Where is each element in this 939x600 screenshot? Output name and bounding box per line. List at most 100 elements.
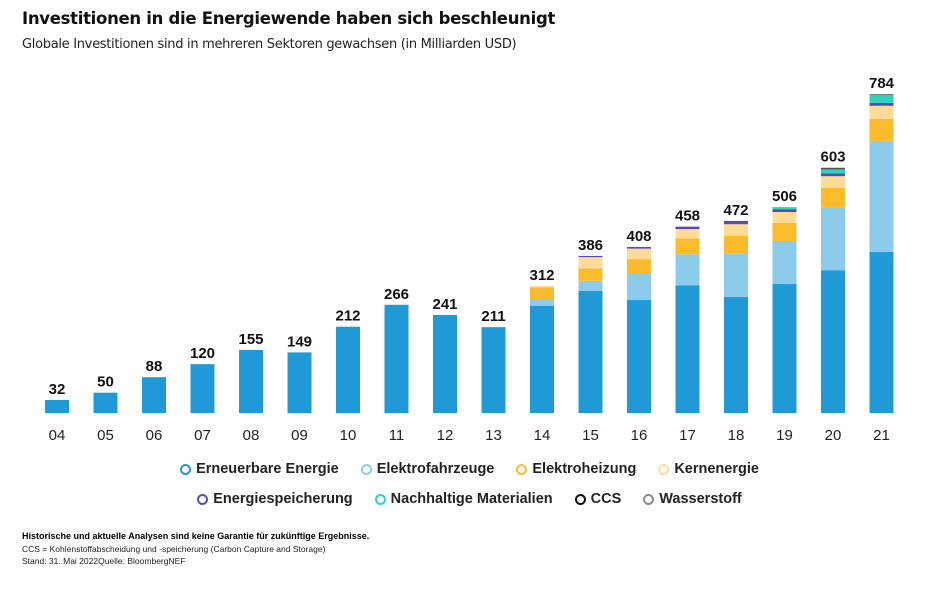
total-label-09: 149 <box>287 333 312 350</box>
bar-segment-19-elektrofahrzeuge <box>772 240 797 285</box>
bar-segment-17-kernenergie <box>675 229 700 239</box>
bar-segment-13-erneuerbare-energie <box>481 327 506 413</box>
bar-segment-15-erneuerbare-energie <box>578 290 603 413</box>
bar-segment-20-energiespeicherung <box>821 173 845 177</box>
legend-item-ccs[interactable]: CCS <box>574 491 621 507</box>
legend-dot-icon <box>574 493 586 505</box>
bar-segment-12-erneuerbare-energie <box>433 314 457 413</box>
source-note: Stand: 31. Mai 2022Quelle: BloombergNEF <box>22 556 186 566</box>
bar-segment-19-nachhaltige-materialien <box>772 207 797 210</box>
bar-segment-16-elektroheizung <box>627 259 651 274</box>
legend-label: Elektrofahrzeuge <box>376 461 495 477</box>
legend-label: Nachhaltige Materialien <box>390 491 553 507</box>
bar-segment-15-energiespeicherung <box>578 255 603 258</box>
legend-dot-icon <box>360 463 372 475</box>
bar-segment-21-erneuerbare-energie <box>869 251 894 413</box>
total-label-14: 312 <box>529 267 554 284</box>
bar-segment-20-elektroheizung <box>821 187 845 208</box>
bar-segment-17-energiespeicherung <box>675 226 700 230</box>
total-label-13: 211 <box>481 308 505 325</box>
total-label-06: 88 <box>146 358 163 375</box>
bar-segment-19-elektroheizung <box>772 222 797 241</box>
legend-item-elektroheizung[interactable]: Elektroheizung <box>516 461 636 477</box>
bar-segment-05-erneuerbare-energie <box>93 392 118 413</box>
bar-segment-15-elektroheizung <box>578 268 603 281</box>
x-tick-label-06: 06 <box>146 427 163 444</box>
total-label-05: 50 <box>97 374 114 391</box>
legend-dot-icon <box>643 493 655 505</box>
bar-segment-20-ccs <box>821 168 845 170</box>
legend-row-2: Energiespeicherung Nachhaltige Materiali… <box>0 491 939 507</box>
x-tick-label-15: 15 <box>582 427 599 444</box>
ccs-definition-note: CCS = Kohlenstoffabscheidung und -speich… <box>22 543 326 554</box>
footnotes: Historische und aktuelle Analysen sind k… <box>22 530 369 568</box>
bar-segment-11-erneuerbare-energie <box>384 304 409 413</box>
bar-segment-18-energiespeicherung <box>724 220 748 225</box>
x-tick-label-18: 18 <box>728 427 745 444</box>
bar-segment-21-kernenergie <box>869 105 894 119</box>
x-tick-label-05: 05 <box>97 427 114 444</box>
legend-label: Erneuerbare Energie <box>196 461 339 477</box>
legend-label: Energiespeicherung <box>213 491 353 507</box>
bar-segment-20-elektrofahrzeuge <box>821 207 845 271</box>
disclaimer-note: Historische und aktuelle Analysen sind k… <box>22 531 370 541</box>
legend-dot-icon <box>516 463 528 475</box>
total-label-15: 386 <box>578 237 603 254</box>
bar-segment-08-erneuerbare-energie <box>239 349 263 413</box>
total-label-07: 120 <box>190 345 215 362</box>
bar-segment-14-kernenergie <box>530 286 554 288</box>
bar-segment-18-erneuerbare-energie <box>724 297 748 413</box>
bars-group <box>45 94 894 413</box>
total-label-19: 506 <box>772 188 797 205</box>
bar-segment-21-elektroheizung <box>869 118 894 141</box>
total-label-12: 241 <box>432 296 457 313</box>
chart-title: Investitionen in die Energiewende haben … <box>22 9 556 28</box>
bar-segment-18-kernenergie <box>724 224 748 237</box>
x-tick-label-21: 21 <box>873 427 890 444</box>
x-tick-label-16: 16 <box>631 427 648 444</box>
total-label-04: 32 <box>49 381 66 398</box>
bar-segment-15-kernenergie <box>578 257 603 269</box>
bar-segment-20-erneuerbare-energie <box>821 270 845 413</box>
x-tick-label-08: 08 <box>243 427 260 444</box>
x-tick-label-04: 04 <box>49 427 66 444</box>
total-labels-group: 32 50 88 120 155 149 212 266 241 211 312 386 408 458 4… <box>49 75 895 398</box>
bar-segment-15-elektrofahrzeuge <box>578 280 603 291</box>
legend-item-wasserstoff[interactable]: Wasserstoff <box>643 491 742 507</box>
x-tick-label-10: 10 <box>340 427 357 444</box>
bar-segment-17-elektrofahrzeuge <box>675 254 700 286</box>
total-label-18: 472 <box>723 202 748 219</box>
bar-segment-09-erneuerbare-energie <box>287 352 312 413</box>
legend-item-elektrofahrzeuge[interactable]: Elektrofahrzeuge <box>360 461 495 477</box>
x-tick-label-14: 14 <box>534 427 551 444</box>
bar-segment-20-kernenergie <box>821 176 845 188</box>
total-label-16: 408 <box>626 228 651 245</box>
total-label-11: 266 <box>384 286 409 303</box>
x-tick-labels-group: 04 05 06 07 08 09 10 11 12 13 14 15 16 17 18 19 20 21 <box>49 427 890 444</box>
total-label-21: 784 <box>869 75 895 92</box>
x-tick-label-07: 07 <box>194 427 211 444</box>
legend-item-kernenergie[interactable]: Kernenergie <box>658 461 759 477</box>
total-label-20: 603 <box>820 149 845 166</box>
bar-segment-10-erneuerbare-energie <box>336 326 360 413</box>
legend-dot-icon <box>180 463 192 475</box>
legend-item-energiespeicherung[interactable]: Energiespeicherung <box>197 491 353 507</box>
legend-dot-icon <box>374 493 386 505</box>
bar-segment-20-wasserstoff <box>821 167 845 169</box>
x-tick-label-13: 13 <box>485 427 502 444</box>
bar-segment-21-nachhaltige-materialien <box>869 94 894 103</box>
legend-item-erneuerbare-energie[interactable]: Erneuerbare Energie <box>180 461 339 477</box>
x-tick-label-19: 19 <box>776 427 793 444</box>
x-tick-label-17: 17 <box>679 427 696 444</box>
bar-segment-14-erneuerbare-energie <box>530 305 554 413</box>
legend-label: Kernenergie <box>674 461 759 477</box>
bar-segment-14-elektroheizung <box>530 287 554 300</box>
legend-item-nachhaltige-materialien[interactable]: Nachhaltige Materialien <box>374 491 553 507</box>
legend-row-1: Erneuerbare Energie Elektrofahrzeuge Ele… <box>0 461 939 477</box>
bar-segment-16-elektrofahrzeuge <box>627 273 651 300</box>
bar-segment-16-erneuerbare-energie <box>627 299 651 413</box>
total-label-08: 155 <box>238 331 263 348</box>
x-tick-label-11: 11 <box>389 427 405 444</box>
bar-segment-21-energiespeicherung <box>869 102 894 106</box>
